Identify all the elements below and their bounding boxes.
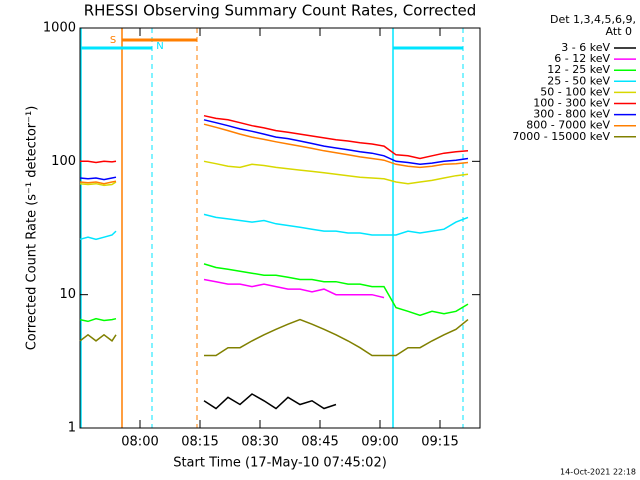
chart-title: RHESSI Observing Summary Count Rates, Co… [84, 2, 477, 20]
x-axis-label: Start Time (17-May-10 07:45:02) [173, 456, 387, 471]
series-line [79, 263, 469, 323]
series-line [79, 318, 469, 357]
series-line [79, 119, 469, 181]
legend-header: Det 1,3,4,5,6,9, [550, 13, 636, 26]
legend-label: 3 - 6 keV [561, 41, 610, 54]
x-tick-label: 09:00 [361, 435, 398, 450]
series-line [80, 114, 469, 164]
series-line [79, 160, 469, 187]
y-tick-label: 10 [59, 287, 76, 302]
series-line [79, 213, 469, 241]
series-line [203, 278, 385, 299]
legend-label: 25 - 50 keV [547, 74, 610, 87]
legend-label: 7000 - 15000 keV [512, 130, 610, 143]
annotation: N [156, 41, 163, 52]
legend-label: 50 - 100 keV [540, 85, 610, 98]
legend-label: 100 - 300 keV [533, 97, 610, 110]
legend-label: 800 - 7000 keV [526, 119, 610, 132]
legend-label: 300 - 800 keV [533, 108, 610, 121]
legend-label: 6 - 12 keV [554, 52, 610, 65]
x-tick-label: 09:15 [421, 435, 458, 450]
legend-header: Att 0 [606, 25, 632, 38]
y-axis-label: Corrected Count Rate (s⁻¹ detector⁻¹) [25, 106, 40, 351]
footer: 14-Oct-2021 22:18 [560, 468, 636, 477]
annotation: S [110, 35, 116, 46]
x-tick-label: 08:00 [121, 435, 158, 450]
legend-label: 12 - 25 keV [547, 63, 610, 76]
plot-frame [79, 27, 481, 429]
x-tick-label: 08:45 [301, 435, 338, 450]
series-line [79, 123, 469, 185]
x-tick-label: 08:15 [181, 435, 218, 450]
series-line [203, 393, 337, 410]
y-tick-label: 100 [51, 154, 76, 169]
y-tick-label: 1 [68, 421, 76, 436]
y-tick-label: 1000 [43, 21, 76, 36]
x-tick-label: 08:30 [241, 435, 278, 450]
